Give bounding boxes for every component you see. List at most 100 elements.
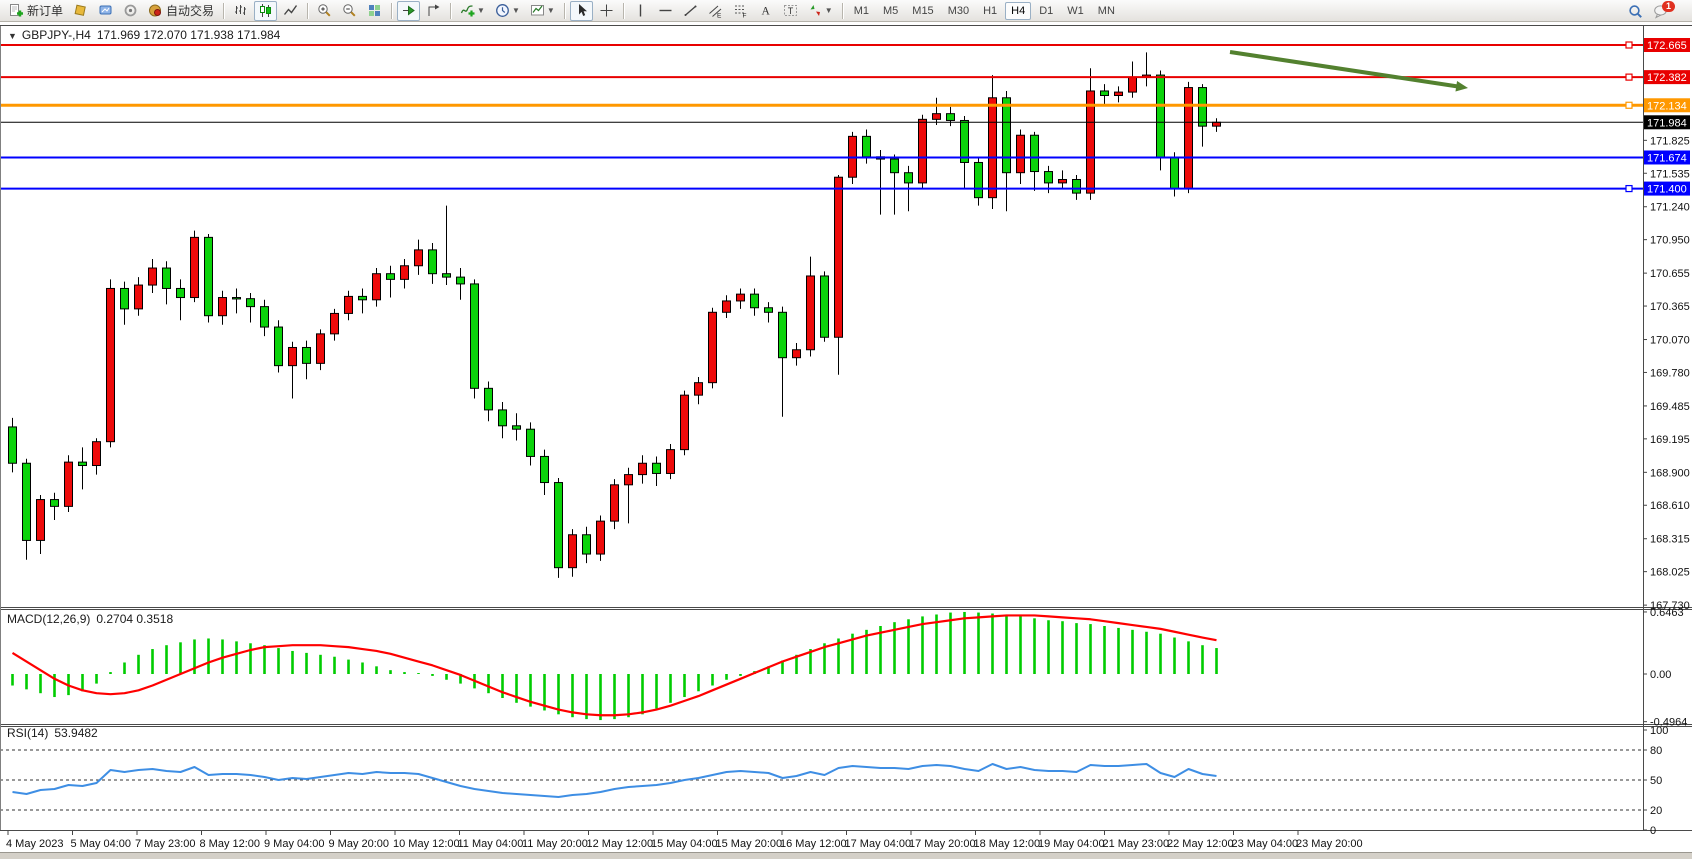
candle-1	[22, 462, 31, 541]
candlestick-icon	[260, 4, 272, 17]
candle-58	[820, 275, 829, 338]
vline-button[interactable]	[629, 1, 652, 21]
ticks-button[interactable]	[69, 1, 92, 21]
bar-chart-button[interactable]	[229, 1, 252, 21]
svg-text:0.6463: 0.6463	[1650, 607, 1684, 619]
macd-values: 0.2704 0.3518	[96, 612, 174, 626]
toolbar-button-label: 自动交易	[166, 4, 215, 18]
candle-19	[274, 326, 283, 367]
depth-icon	[99, 5, 112, 15]
trend-arrow-head	[1455, 80, 1468, 92]
price-chart[interactable]: 171.825 171.535 171.240 170.950 170.655 170.3…	[0, 22, 1692, 852]
svg-text:171.400: 171.400	[1647, 184, 1687, 196]
candle-68	[960, 119, 969, 163]
chevron-down-icon[interactable]: ▼	[511, 6, 520, 15]
cursor-button[interactable]	[569, 0, 593, 21]
candle-77	[1086, 90, 1095, 194]
templates-button[interactable]: ▼	[526, 1, 559, 21]
chevron-down-icon[interactable]: ▼	[477, 6, 485, 15]
line-chart-button[interactable]	[279, 1, 302, 21]
toolbar-separator	[223, 2, 225, 19]
trendline-button[interactable]	[679, 1, 702, 21]
auto-scroll-button[interactable]	[397, 0, 421, 21]
svg-text:23 May 04:00: 23 May 04:00	[1232, 838, 1299, 850]
text-icon: A	[761, 6, 770, 18]
timeframe-M15[interactable]: M15	[912, 4, 934, 17]
timeframe-H1[interactable]: H1	[983, 4, 998, 17]
price-badge-172.382	[1644, 70, 1690, 85]
candle-41	[582, 534, 591, 555]
label-button[interactable]: T	[779, 1, 802, 21]
candle-83	[1170, 157, 1179, 190]
text-button[interactable]: A	[754, 1, 777, 21]
label-icon: T	[783, 5, 797, 16]
macd-signal-line	[11, 614, 1217, 717]
signal-icon	[124, 4, 137, 17]
ticks-icon	[74, 4, 86, 16]
candle-32	[456, 276, 465, 285]
chevron-down-icon[interactable]: ▼	[824, 6, 833, 15]
autotrade-button[interactable]: 自动交易	[144, 1, 218, 21]
auto-scroll-icon	[403, 5, 415, 16]
svg-text:-0.4964: -0.4964	[1650, 717, 1687, 729]
autotrade-icon	[149, 4, 162, 17]
periods-button[interactable]: ▼	[491, 1, 524, 21]
timeframe-M30[interactable]: M30	[947, 4, 970, 17]
tile-windows-button[interactable]	[363, 1, 386, 21]
candle-30	[428, 249, 437, 275]
indicators-button[interactable]: ▼	[456, 1, 489, 21]
chevron-down-icon[interactable]: ▼	[546, 6, 555, 15]
candle-12	[176, 287, 185, 299]
timeframe-M1[interactable]: M1	[853, 4, 869, 17]
cursor-icon	[578, 4, 587, 16]
fibonacci-icon: F	[734, 5, 746, 18]
svg-text:80: 80	[1650, 745, 1662, 757]
trendline-icon	[684, 5, 697, 17]
svg-text:17 May 04:00: 17 May 04:00	[845, 838, 912, 850]
timeframe-W1[interactable]: W1	[1067, 4, 1084, 17]
svg-text:T: T	[788, 6, 794, 16]
notifications-button[interactable]: 1	[1649, 0, 1685, 21]
candle-59	[834, 176, 843, 338]
candle-33	[470, 283, 479, 389]
crosshair-icon	[600, 4, 613, 17]
notification-badge: 1	[1661, 0, 1675, 12]
candle-2	[36, 499, 45, 541]
candle-40	[568, 534, 577, 569]
candle-4	[64, 461, 73, 507]
svg-text:171.535: 171.535	[1650, 168, 1690, 180]
collapse-triangle-icon[interactable]: ▼	[8, 31, 17, 41]
channel-button[interactable]: E	[704, 1, 727, 21]
toolbar-separator	[391, 2, 393, 19]
fibonacci-button[interactable]: F	[729, 1, 752, 21]
timeframe-D1[interactable]: D1	[1039, 4, 1054, 17]
candle-14	[204, 236, 213, 317]
candle-70	[988, 97, 997, 199]
timeframe-M5[interactable]: M5	[883, 4, 899, 17]
zoom-out-button[interactable]	[338, 1, 361, 21]
candle-37	[526, 428, 535, 457]
signal-button[interactable]	[119, 1, 142, 21]
svg-text:19 May 04:00: 19 May 04:00	[1038, 838, 1105, 850]
svg-text:15 May 20:00: 15 May 20:00	[716, 838, 783, 850]
hline-button[interactable]	[654, 1, 677, 21]
crosshair-button[interactable]	[595, 1, 618, 21]
arrows-button[interactable]: ▼	[804, 1, 837, 21]
chart-shift-button[interactable]	[422, 1, 445, 21]
line-handle-172.382	[1625, 73, 1633, 81]
zoom-in-button[interactable]	[313, 1, 336, 21]
depth-button[interactable]	[94, 1, 117, 21]
zoom-out-icon	[343, 4, 356, 17]
svg-text:10 May 12:00: 10 May 12:00	[393, 838, 460, 850]
timeframe-H4[interactable]: H4	[1005, 1, 1032, 20]
candle-52	[736, 293, 745, 302]
candle-73	[1030, 134, 1039, 173]
timeframe-MN[interactable]: MN	[1097, 4, 1115, 17]
candlestick-button[interactable]	[254, 0, 278, 21]
new-order-button[interactable]: 新订单	[5, 1, 67, 21]
svg-text:17 May 20:00: 17 May 20:00	[909, 838, 976, 850]
candle-35	[498, 409, 507, 427]
search-button[interactable]	[1624, 1, 1647, 21]
chart-title: ▼ GBPJPY-,H4 171.969 172.070 171.938 171.9…	[8, 28, 280, 42]
candle-17	[246, 298, 255, 308]
